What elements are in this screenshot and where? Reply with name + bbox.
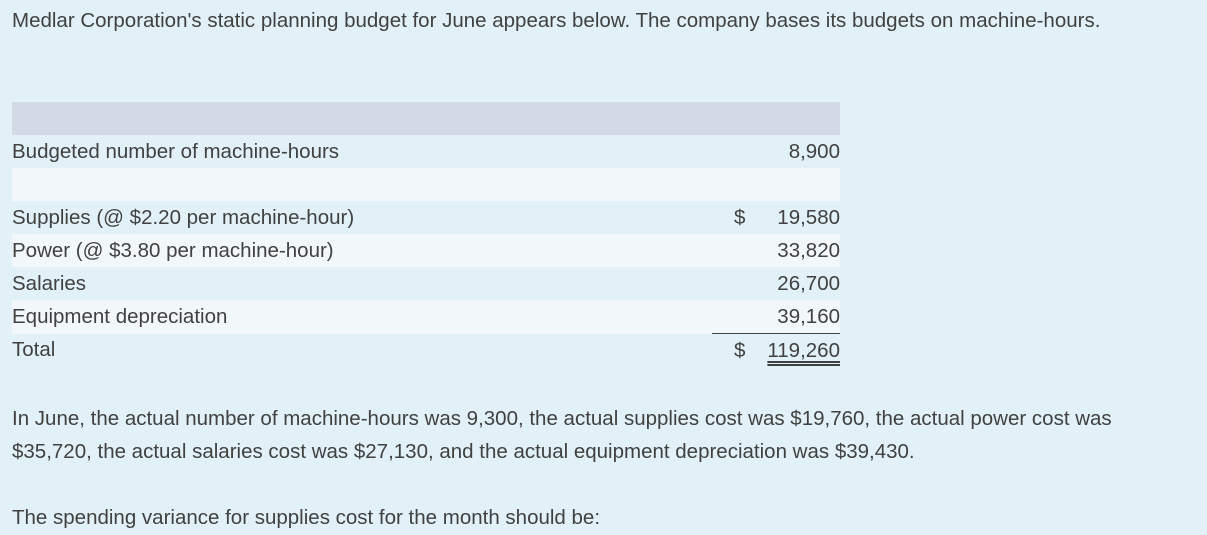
currency-cell: $ [712,201,760,234]
table-row: Equipment depreciation 39,160 [12,300,840,334]
actuals-paragraph: In June, the actual number of machine-ho… [12,407,1112,463]
blank-cell [760,168,840,201]
table-row: Power (@ $3.80 per machine-hour) 33,820 [12,234,840,267]
row-label: Equipment depreciation [12,300,712,334]
header-cell [12,102,712,135]
header-cell [712,102,760,135]
currency-cell [712,135,760,168]
machine-hours-label: Budgeted number of machine-hours [12,139,340,163]
blank-cell [712,168,760,201]
currency-cell [712,300,760,334]
currency-cell [712,234,760,267]
intro-paragraph: Medlar Corporation's static planning bud… [12,9,1101,32]
row-value: 19,580 [777,205,840,229]
table-row: Salaries 26,700 [12,267,840,300]
blank-cell [12,168,712,201]
row-label: Salaries [12,271,87,295]
row-value: 39,160 [760,300,840,334]
total-value-cell: 119,260 [760,333,840,367]
currency-symbol [712,272,734,295]
table-header-row [12,102,840,135]
currency-symbol: $ [734,338,746,362]
row-value: 33,820 [760,234,840,267]
machine-hours-row: Budgeted number of machine-hours 8,900 [12,135,840,168]
table-row: Supplies (@ $2.20 per machine-hour) $ 19… [12,201,840,234]
total-row: Total $ 119,260 [12,333,840,367]
currency-symbol [712,305,734,328]
currency-symbol [712,239,734,262]
currency-symbol: $ [734,205,746,229]
total-value: 119,260 [767,338,840,362]
currency-cell: $ [712,333,760,367]
row-label: Supplies (@ $2.20 per machine-hour) [12,205,355,229]
row-label: Power (@ $3.80 per machine-hour) [12,234,712,267]
row-value: 26,700 [777,271,840,295]
budget-table: Budgeted number of machine-hours 8,900 S… [12,102,840,367]
blank-row [12,168,840,201]
question-text: The spending variance for supplies cost … [12,506,601,529]
header-cell [760,102,840,135]
machine-hours-value: 8,900 [788,139,840,163]
currency-cell [712,267,760,300]
total-label: Total [12,338,56,362]
